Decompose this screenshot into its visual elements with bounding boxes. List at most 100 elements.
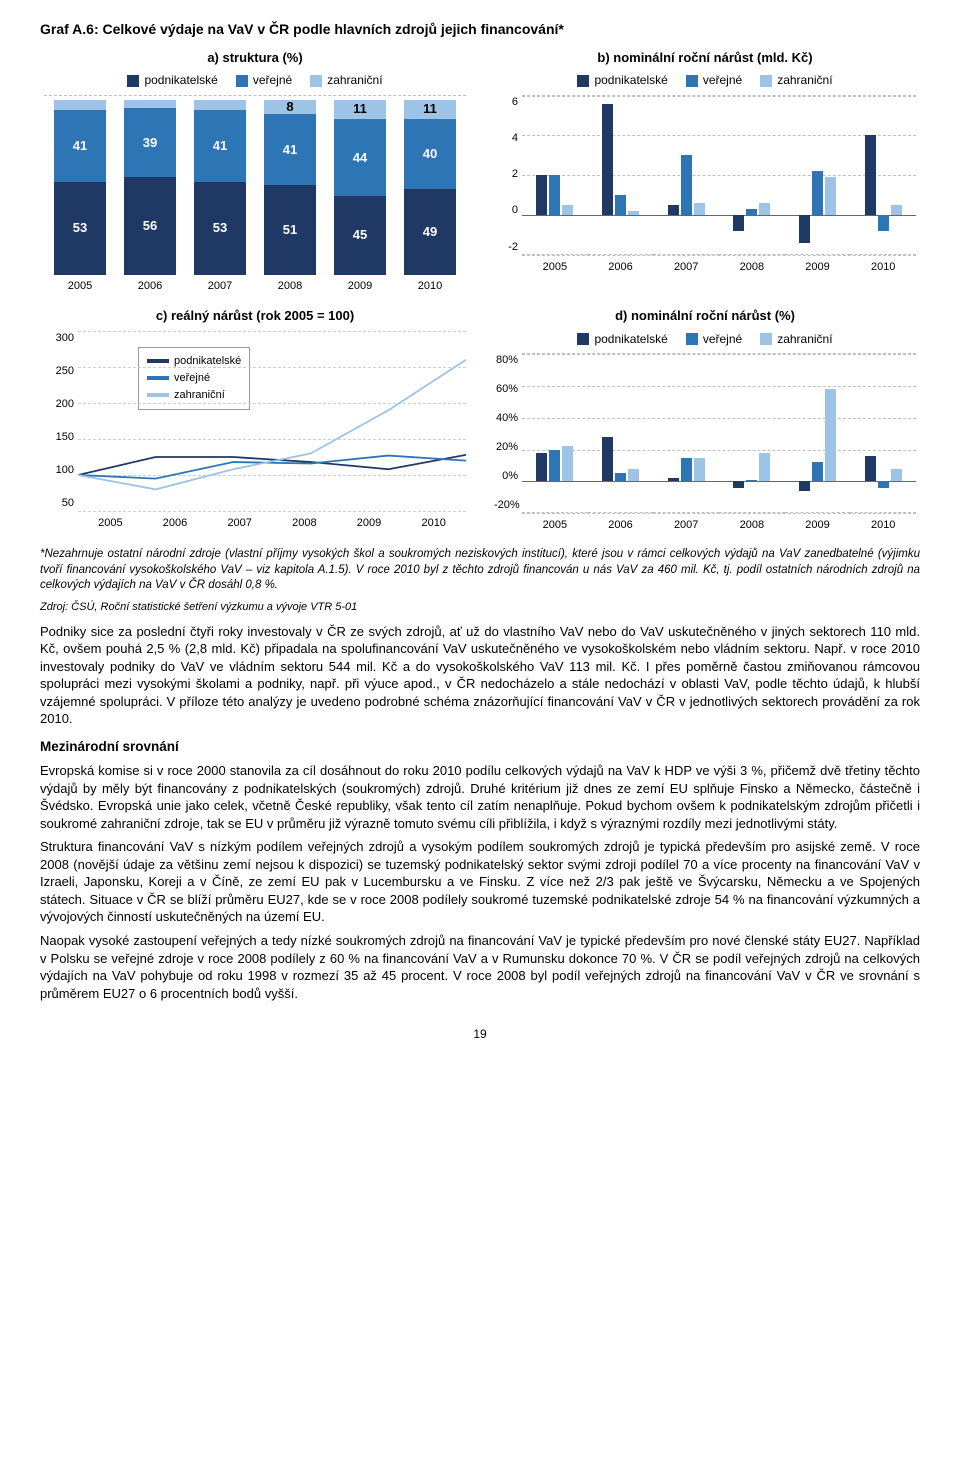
chart-c-xaxis: 200520062007200820092010 bbox=[78, 516, 466, 531]
bar-podnik bbox=[865, 135, 876, 215]
chart-d-title: d) nominální roční nárůst (%) bbox=[494, 307, 916, 325]
stacked-segment-podnik: 51 bbox=[264, 185, 316, 274]
y-tick: 6 bbox=[494, 95, 518, 110]
x-tick: 2007 bbox=[653, 518, 719, 533]
x-tick: 2005 bbox=[78, 516, 143, 531]
bar-verej bbox=[878, 215, 889, 231]
y-tick: 60% bbox=[494, 382, 518, 397]
stacked-segment-verej: 39 bbox=[124, 108, 176, 176]
body-paragraph-2: Evropská komise si v roce 2000 stanovila… bbox=[40, 762, 920, 832]
chart-c-plot: podnikatelské veřejné zahraniční bbox=[78, 331, 466, 511]
bar-verej bbox=[681, 458, 692, 482]
stacked-bar: 4153 bbox=[54, 100, 106, 275]
y-tick: 40% bbox=[494, 411, 518, 426]
footnote: *Nezahrnuje ostatní národní zdroje (vlas… bbox=[40, 547, 920, 594]
legend-item-zahr: zahraniční bbox=[760, 331, 832, 347]
body-paragraph-4: Naopak vysoké zastoupení veřejných a ted… bbox=[40, 932, 920, 1002]
y-tick: 200 bbox=[44, 397, 74, 412]
bar-verej bbox=[615, 195, 626, 215]
chart-c: c) reálný nárůst (rok 2005 = 100) 300250… bbox=[40, 305, 470, 535]
stacked-segment-podnik: 53 bbox=[54, 182, 106, 275]
bar-podnik bbox=[536, 453, 547, 482]
bar-verej bbox=[746, 480, 757, 482]
bar-zahr bbox=[891, 205, 902, 215]
bar-verej bbox=[615, 473, 626, 481]
stacked-segment-zahr: 11 bbox=[404, 100, 456, 119]
line-series-zahr bbox=[78, 360, 466, 490]
bar-podnik bbox=[733, 481, 744, 487]
bar-group bbox=[719, 96, 785, 255]
chart-c-yaxis: 30025020015010050 bbox=[44, 331, 74, 511]
chart-a-xaxis: 200520062007200820092010 bbox=[44, 275, 466, 294]
chart-a: a) struktura (%) podnikatelské veřejné z… bbox=[40, 47, 470, 296]
legend-label: zahraniční bbox=[777, 72, 832, 88]
bar-verej bbox=[812, 462, 823, 481]
bar-verej bbox=[878, 481, 889, 487]
bar-group bbox=[588, 96, 654, 255]
x-tick: 2006 bbox=[588, 260, 654, 275]
chart-b-title: b) nominální roční nárůst (mld. Kč) bbox=[494, 49, 916, 67]
legend-item-podnik: podnikatelské bbox=[127, 72, 217, 88]
x-tick: 2008 bbox=[272, 516, 337, 531]
bar-verej bbox=[549, 450, 560, 482]
x-tick: 2005 bbox=[522, 260, 588, 275]
legend-swatch bbox=[310, 75, 322, 87]
chart-a-legend: podnikatelské veřejné zahraniční bbox=[44, 72, 466, 88]
chart-c-title: c) reálný nárůst (rok 2005 = 100) bbox=[44, 307, 466, 325]
bar-podnik bbox=[668, 205, 679, 215]
x-tick: 2010 bbox=[404, 279, 456, 294]
y-tick: 300 bbox=[44, 331, 74, 346]
stacked-segment-podnik: 49 bbox=[404, 189, 456, 275]
legend-swatch bbox=[127, 75, 139, 87]
x-tick: 2005 bbox=[54, 279, 106, 294]
bar-verej bbox=[746, 209, 757, 215]
chart-a-title: a) struktura (%) bbox=[44, 49, 466, 67]
chart-b-xaxis: 200520062007200820092010 bbox=[522, 260, 916, 275]
bar-group bbox=[653, 96, 719, 255]
legend-item-verej: veřejné bbox=[236, 72, 292, 88]
y-tick: 20% bbox=[494, 440, 518, 455]
legend-label: veřejné bbox=[703, 331, 742, 347]
legend-swatch bbox=[760, 333, 772, 345]
legend-swatch bbox=[686, 333, 698, 345]
bar-zahr bbox=[694, 458, 705, 482]
stacked-segment-verej: 41 bbox=[194, 110, 246, 182]
y-tick: 0 bbox=[494, 203, 518, 218]
x-tick: 2008 bbox=[264, 279, 316, 294]
source-line: Zdroj: ČSÚ, Roční statistické šetření vý… bbox=[40, 600, 920, 615]
y-tick: 150 bbox=[44, 430, 74, 445]
legend-item-verej: veřejné bbox=[686, 72, 742, 88]
stacked-segment-podnik: 45 bbox=[334, 196, 386, 275]
y-tick: 4 bbox=[494, 131, 518, 146]
x-tick: 2010 bbox=[850, 260, 916, 275]
legend-item-verej: veřejné bbox=[686, 331, 742, 347]
body-paragraph-3: Struktura financování VaV s nízkým podíl… bbox=[40, 838, 920, 926]
stacked-segment-zahr: 8 bbox=[264, 100, 316, 114]
bar-podnik bbox=[733, 215, 744, 231]
x-tick: 2007 bbox=[194, 279, 246, 294]
bar-group bbox=[785, 354, 851, 513]
chart-b-yaxis: 6420-2 bbox=[494, 95, 518, 255]
bar-zahr bbox=[694, 203, 705, 215]
bar-group bbox=[522, 354, 588, 513]
bar-group bbox=[522, 96, 588, 255]
legend-swatch bbox=[236, 75, 248, 87]
line-svg bbox=[78, 331, 466, 511]
legend-label: podnikatelské bbox=[594, 72, 667, 88]
bar-zahr bbox=[759, 203, 770, 215]
chart-d-legend: podnikatelské veřejné zahraniční bbox=[494, 331, 916, 347]
stacked-segment-verej: 40 bbox=[404, 119, 456, 189]
bar-podnik bbox=[602, 437, 613, 482]
bar-group bbox=[785, 96, 851, 255]
bar-zahr bbox=[759, 453, 770, 482]
legend-item-zahr: zahraniční bbox=[310, 72, 382, 88]
legend-label: zahraniční bbox=[327, 72, 382, 88]
legend-swatch bbox=[686, 75, 698, 87]
x-tick: 2008 bbox=[719, 518, 785, 533]
x-tick: 2010 bbox=[850, 518, 916, 533]
legend-label: podnikatelské bbox=[594, 331, 667, 347]
bar-podnik bbox=[602, 104, 613, 215]
chart-d: d) nominální roční nárůst (%) podnikatel… bbox=[490, 305, 920, 535]
bar-zahr bbox=[891, 469, 902, 482]
chart-d-plot bbox=[522, 353, 916, 513]
